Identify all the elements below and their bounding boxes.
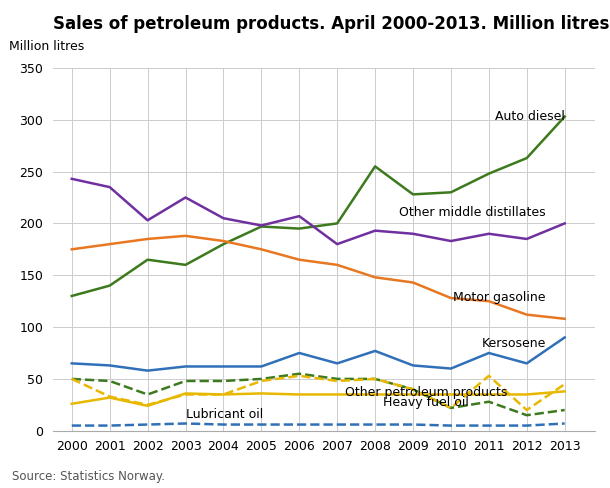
Text: Motor gasoline: Motor gasoline bbox=[453, 291, 546, 305]
Text: Auto diesel: Auto diesel bbox=[495, 110, 565, 123]
Text: Lubricant oil: Lubricant oil bbox=[185, 408, 263, 421]
Text: Other middle distillates: Other middle distillates bbox=[399, 206, 546, 219]
Text: Source: Statistics Norway.: Source: Statistics Norway. bbox=[12, 470, 165, 483]
Text: Other petroleum products: Other petroleum products bbox=[345, 386, 508, 399]
Text: Heavy fuel oil: Heavy fuel oil bbox=[382, 395, 468, 408]
Text: Kersosene: Kersosene bbox=[481, 337, 546, 350]
Text: Million litres: Million litres bbox=[9, 41, 85, 53]
Text: Sales of petroleum products. April 2000-2013. Million litres: Sales of petroleum products. April 2000-… bbox=[53, 15, 609, 33]
